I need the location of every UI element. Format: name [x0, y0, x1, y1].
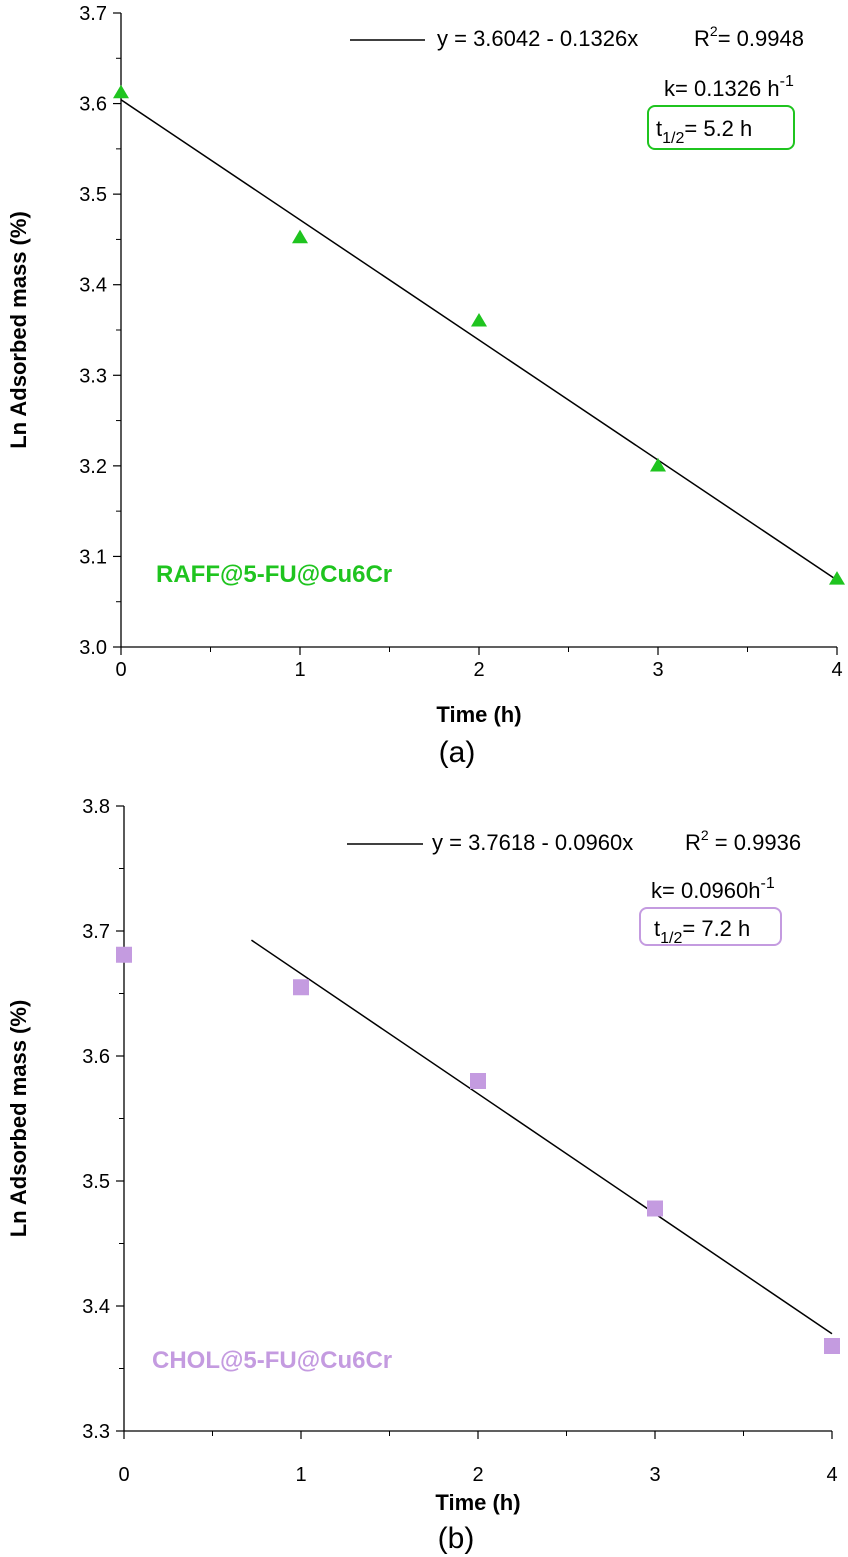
data-point	[471, 312, 487, 327]
y-tick-label: 3.0	[79, 637, 107, 659]
chart-panel-b: 3.3 3.4 3.5 3.6 3.7 3.8 0 1 2 3 4 Time (h) Ln Adsorb…	[6, 796, 840, 1555]
fit-line	[251, 939, 833, 1335]
y-axis-title: Ln Adsorbed mass (%)	[6, 211, 31, 449]
x-axis-title: Time (h)	[436, 702, 521, 727]
half-life: t1/2= 7.2 h	[654, 916, 750, 947]
rate-constant: k= 0.1326 h-1	[664, 73, 794, 101]
data-point	[293, 979, 309, 996]
x-tick-label: 4	[826, 1464, 837, 1486]
y-tick-label: 3.7	[79, 3, 107, 25]
x-tick-label: 0	[118, 1464, 129, 1486]
fit-equation: y = 3.7618 - 0.0960x	[432, 830, 633, 855]
x-tick-label: 4	[831, 659, 842, 681]
y-tick-label: 3.4	[79, 275, 107, 297]
y-tick-label: 3.7	[82, 921, 110, 943]
y-tick-label: 3.3	[79, 365, 107, 387]
data-point	[113, 84, 129, 99]
x-tick-label: 3	[649, 1464, 660, 1486]
half-life-box	[647, 105, 795, 150]
data-point	[650, 457, 666, 472]
half-life: t1/2= 5.2 h	[656, 116, 752, 147]
fit-equation: y = 3.6042 - 0.1326x	[437, 26, 638, 51]
sample-label: CHOL@5-FU@Cu6Cr	[152, 1347, 392, 1374]
y-tick-label: 3.6	[79, 94, 107, 116]
rate-constant: k= 0.0960h-1	[651, 875, 775, 903]
y-tick-label: 3.1	[79, 546, 107, 568]
y-tick-label: 3.4	[82, 1296, 110, 1318]
x-tick-label: 3	[652, 659, 663, 681]
sample-label: RAFF@5-FU@Cu6Cr	[156, 561, 392, 588]
data-point	[647, 1200, 663, 1217]
data-point	[824, 1338, 840, 1354]
y-axis-title: Ln Adsorbed mass (%)	[6, 1000, 31, 1238]
y-tick-label: 3.2	[79, 456, 107, 478]
x-axis-title: Time (h)	[435, 1490, 520, 1515]
x-tick-label: 2	[473, 659, 484, 681]
data-point	[116, 946, 132, 963]
half-life-box	[639, 907, 782, 946]
y-tick-label: 3.5	[79, 184, 107, 206]
chart-panel-a: 3.0 3.1 3.2 3.3 3.4 3.5 3.6 3.7 0 1 2 3 4 Time (h) Ln …	[6, 3, 845, 769]
data-point	[829, 571, 845, 585]
panel-label: (b)	[438, 1522, 475, 1555]
y-tick-label: 3.6	[82, 1046, 110, 1068]
x-tick-label: 2	[472, 1464, 483, 1486]
y-tick-label: 3.5	[82, 1171, 110, 1193]
x-tick-label: 1	[295, 1464, 306, 1486]
data-point	[292, 229, 308, 244]
y-tick-label: 3.3	[82, 1421, 110, 1443]
fit-line	[120, 99, 838, 581]
data-point	[470, 1073, 486, 1089]
x-tick-label: 0	[115, 659, 126, 681]
x-tick-label: 1	[294, 659, 305, 681]
r-squared: R2= 0.9948	[694, 23, 804, 51]
panel-label: (a)	[439, 736, 476, 769]
r-squared: R2 = 0.9936	[685, 827, 801, 855]
y-tick-label: 3.8	[82, 796, 110, 818]
